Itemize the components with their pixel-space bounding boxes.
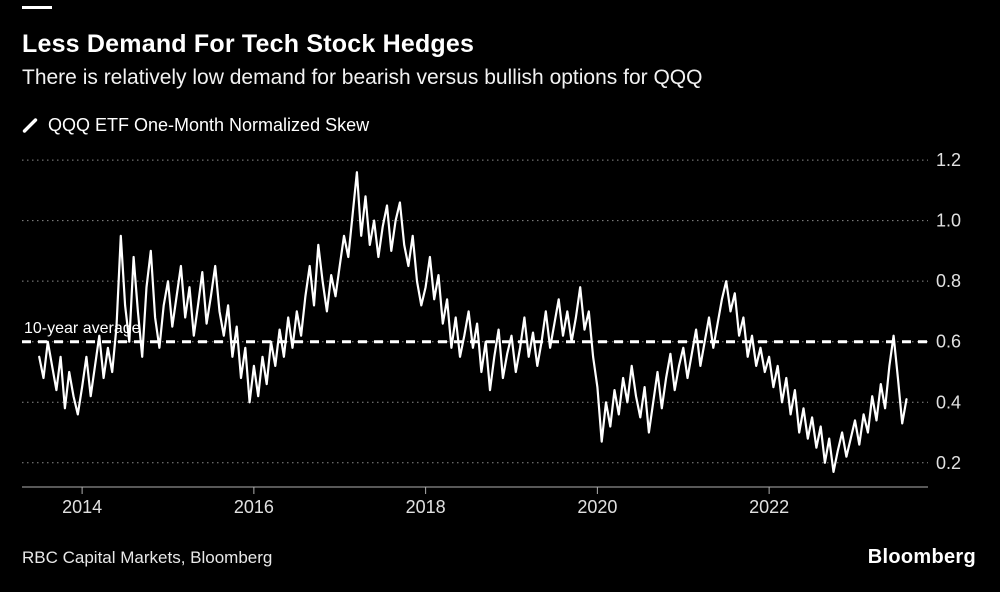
bloomberg-logo: Bloomberg	[867, 546, 976, 568]
y-axis-label: 1.0	[936, 211, 961, 231]
line-series-icon	[22, 117, 39, 134]
x-axis-label: 2022	[749, 497, 789, 517]
chart-subtitle: There is relatively low demand for beari…	[22, 66, 703, 89]
top-accent-mark	[22, 6, 52, 9]
legend-label: QQQ ETF One-Month Normalized Skew	[48, 115, 370, 135]
source-text: RBC Capital Markets, Bloomberg	[22, 548, 273, 567]
chart-title: Less Demand For Tech Stock Hedges	[22, 30, 475, 58]
legend: QQQ ETF One-Month Normalized Skew	[22, 115, 369, 136]
y-axis-label: 0.4	[936, 392, 961, 412]
series-line	[38, 171, 908, 473]
y-axis-label: 0.2	[936, 453, 961, 473]
average-annotation: 10-year average	[24, 319, 141, 337]
x-axis-label: 2020	[577, 497, 617, 517]
x-axis-label: 2016	[234, 497, 274, 517]
y-axis-label: 1.2	[936, 150, 961, 170]
y-axis-label: 0.8	[936, 271, 961, 291]
y-axis-label: 0.6	[936, 332, 961, 352]
x-axis-label: 2014	[62, 497, 102, 517]
x-axis-label: 2018	[406, 497, 446, 517]
